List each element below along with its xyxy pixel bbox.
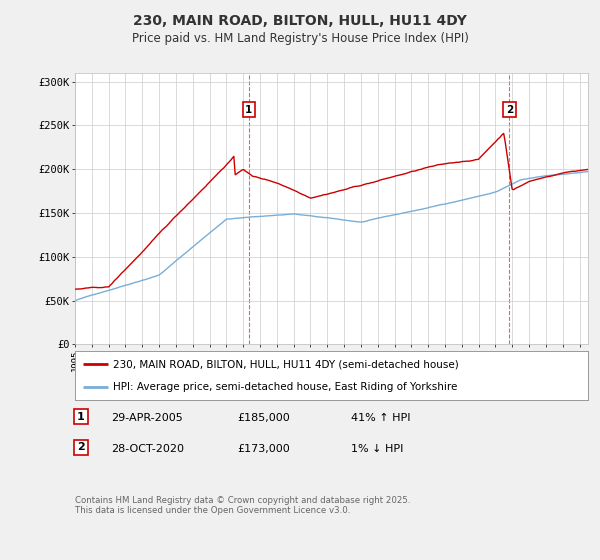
Text: HPI: Average price, semi-detached house, East Riding of Yorkshire: HPI: Average price, semi-detached house,… (113, 382, 458, 392)
Text: 1% ↓ HPI: 1% ↓ HPI (351, 444, 403, 454)
Text: £185,000: £185,000 (237, 413, 290, 423)
Text: 28-OCT-2020: 28-OCT-2020 (111, 444, 184, 454)
Text: £173,000: £173,000 (237, 444, 290, 454)
Text: Contains HM Land Registry data © Crown copyright and database right 2025.
This d: Contains HM Land Registry data © Crown c… (75, 496, 410, 515)
Text: 230, MAIN ROAD, BILTON, HULL, HU11 4DY: 230, MAIN ROAD, BILTON, HULL, HU11 4DY (133, 14, 467, 28)
Text: 1: 1 (245, 105, 253, 115)
Text: 2: 2 (506, 105, 513, 115)
Text: 2: 2 (77, 442, 85, 452)
Text: 29-APR-2005: 29-APR-2005 (111, 413, 183, 423)
Text: 1: 1 (77, 412, 85, 422)
Text: 41% ↑ HPI: 41% ↑ HPI (351, 413, 410, 423)
Text: 230, MAIN ROAD, BILTON, HULL, HU11 4DY (semi-detached house): 230, MAIN ROAD, BILTON, HULL, HU11 4DY (… (113, 360, 459, 370)
Text: Price paid vs. HM Land Registry's House Price Index (HPI): Price paid vs. HM Land Registry's House … (131, 32, 469, 45)
